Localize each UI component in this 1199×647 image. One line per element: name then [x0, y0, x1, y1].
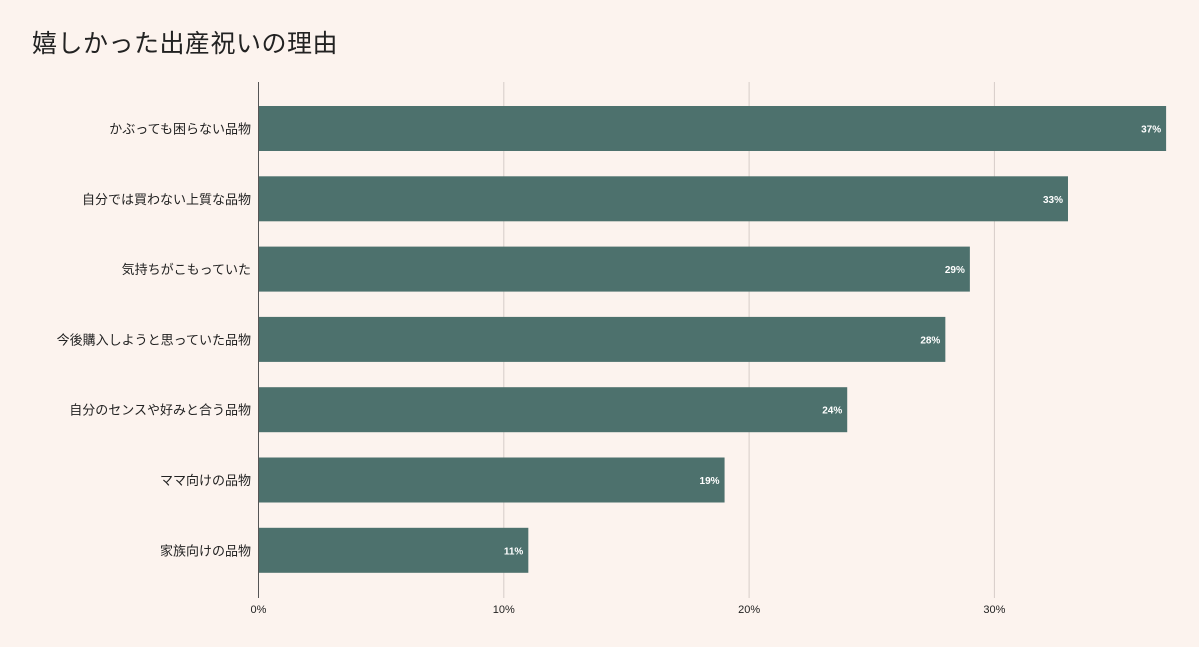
x-tick-label-0: 0%: [251, 604, 267, 616]
category-label-1: かぶっても困らない品物: [109, 123, 251, 138]
bar-3: [258, 246, 970, 292]
x-tick-label-10: 10%: [493, 604, 515, 616]
category-label-2: 自分では買わない上質な品物: [82, 193, 251, 208]
data-label-3: 29%: [945, 265, 965, 276]
category-label-7: 家族向けの品物: [160, 543, 251, 559]
category-label-3: 気持ちがこもっていた: [122, 262, 251, 278]
category-label-4: 今後購入しようと思っていた品物: [57, 332, 251, 348]
bar-2: [258, 176, 1068, 222]
bar-7: [258, 527, 529, 573]
data-label-5: 24%: [822, 406, 842, 417]
chart-title: 嬉しかった出産祝いの理由: [32, 29, 339, 58]
data-label-7: 11%: [504, 546, 524, 557]
x-tick-label-30: 30%: [983, 604, 1005, 616]
bar-1: [258, 106, 1167, 151]
data-label-2: 33%: [1043, 195, 1063, 206]
bar-6: [258, 457, 725, 503]
category-label-6: ママ向けの品物: [160, 473, 251, 489]
bar-4: [258, 316, 946, 362]
category-label-5: 自分のセンスや好みと合う品物: [69, 404, 251, 419]
data-label-1: 37%: [1141, 125, 1161, 136]
data-label-4: 28%: [920, 335, 940, 346]
x-tick-label-20: 20%: [738, 604, 760, 616]
data-label-6: 19%: [700, 476, 720, 487]
bar-5: [258, 387, 848, 433]
